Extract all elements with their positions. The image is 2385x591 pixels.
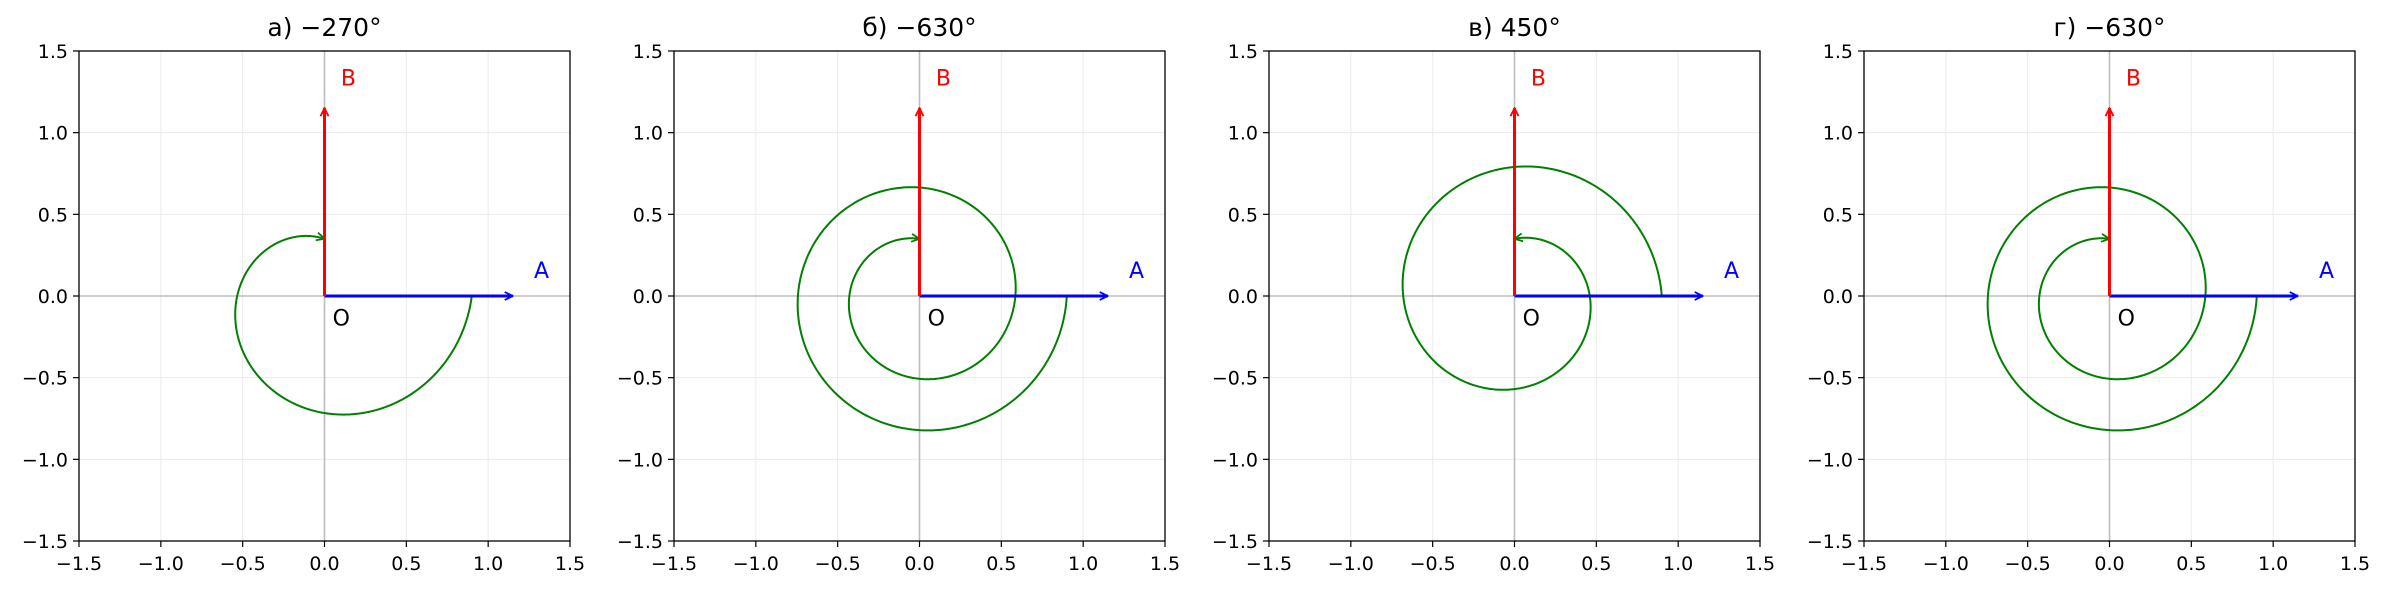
x-tick-label: −1.5 [651, 553, 697, 575]
label-a: A [1129, 259, 1144, 284]
y-tick-label: −0.5 [1807, 368, 1853, 390]
x-tick-label: 0.5 [1581, 553, 1611, 575]
panel-2: A B O −1.5−1.5 −1.0 −1.0 −0.5 −0.5 0.0 0.0 0.5 0.5 1… [617, 13, 1180, 575]
x-tick-label: 1.0 [1663, 553, 1693, 575]
y-tick-label: 1.0 [1228, 123, 1258, 145]
y-tick-label: 1.0 [38, 123, 68, 145]
rotation-arc [1401, 165, 1663, 391]
y-tick-label: 0.5 [38, 204, 68, 226]
label-o: O [1523, 306, 1540, 331]
y-tick-label: 1.5 [1823, 41, 1853, 63]
panel-3: A B O −1.5−1.5 −1.0 −1.0 −0.5 −0.5 0.0 0.0 0.5 0.5 1… [1212, 13, 1775, 575]
y-tick-label: 0.0 [1823, 286, 1853, 308]
x-tick-label: 0.0 [904, 553, 934, 575]
panel-1: A B O −1.5−1.5 −1.0 −1.0 −0.5 −0.5 0.0 0.0 0.5 0.5 1… [22, 13, 585, 575]
x-tick-label: −0.5 [1410, 553, 1456, 575]
y-tick-label: −0.5 [617, 368, 663, 390]
x-tick-label: −0.5 [2005, 553, 2051, 575]
y-tick-label: 0.5 [633, 204, 663, 226]
y-tick-label: −1.0 [617, 449, 663, 471]
label-b: B [2126, 66, 2141, 91]
x-tick-label: −1.0 [1328, 553, 1374, 575]
x-tick-label: 0.0 [309, 553, 339, 575]
y-tick-label: −1.0 [1807, 449, 1853, 471]
y-tick-label: −1.0 [1212, 449, 1258, 471]
y-tick-label: −1.5 [617, 531, 663, 553]
x-tick-label: −1.0 [733, 553, 779, 575]
x-tick-label: 0.0 [1499, 553, 1529, 575]
y-tick-label: −1.5 [22, 531, 68, 553]
x-tick-label: 1.5 [1745, 553, 1775, 575]
y-tick-label: −1.5 [1212, 531, 1258, 553]
x-tick-label: −1.5 [56, 553, 102, 575]
label-o: O [928, 306, 945, 331]
label-o: O [2118, 306, 2135, 331]
x-tick-label: −1.5 [1246, 553, 1292, 575]
y-tick-label: 1.5 [1228, 41, 1258, 63]
label-b: B [1531, 66, 1546, 91]
x-tick-label: 0.5 [391, 553, 421, 575]
label-a: A [534, 259, 549, 284]
rotation-arc [1986, 186, 2258, 432]
y-tick-label: −0.5 [1212, 368, 1258, 390]
label-b: B [936, 66, 951, 91]
y-tick-label: 1.0 [1823, 123, 1853, 145]
y-tick-label: −0.5 [22, 368, 68, 390]
x-tick-label: −1.0 [1923, 553, 1969, 575]
y-tick-label: 0.0 [1228, 286, 1258, 308]
y-tick-label: 0.5 [1228, 204, 1258, 226]
x-tick-label: −1.5 [1841, 553, 1887, 575]
label-b: B [341, 66, 356, 91]
y-tick-label: 1.5 [38, 41, 68, 63]
y-tick-label: 0.0 [38, 286, 68, 308]
x-tick-label: 1.5 [2340, 553, 2370, 575]
y-tick-label: −1.0 [22, 449, 68, 471]
x-tick-label: 0.0 [2094, 553, 2124, 575]
x-tick-label: 1.5 [1150, 553, 1180, 575]
y-tick-label: 1.5 [633, 41, 663, 63]
x-tick-label: 1.5 [555, 553, 585, 575]
x-tick-label: 1.0 [2258, 553, 2288, 575]
panel-title: г) −630° [2054, 13, 2166, 42]
panel-title: а) −270° [267, 13, 381, 42]
rotation-arc [796, 186, 1068, 432]
label-o: O [333, 306, 350, 331]
x-tick-label: −0.5 [220, 553, 266, 575]
x-tick-label: −1.0 [138, 553, 184, 575]
rotation-arc [234, 236, 473, 416]
panel-title: б) −630° [862, 13, 976, 42]
label-a: A [1724, 259, 1739, 284]
x-tick-label: 1.0 [473, 553, 503, 575]
label-a: A [2319, 259, 2334, 284]
panel-title: в) 450° [1468, 13, 1561, 42]
panel-4: A B O −1.5−1.5 −1.0 −1.0 −0.5 −0.5 0.0 0.0 0.5 0.5 1… [1807, 13, 2370, 575]
x-tick-label: 0.5 [986, 553, 1016, 575]
y-tick-label: 0.0 [633, 286, 663, 308]
y-tick-label: 1.0 [633, 123, 663, 145]
y-tick-label: 0.5 [1823, 204, 1853, 226]
x-tick-label: 0.5 [2176, 553, 2206, 575]
y-tick-label: −1.5 [1807, 531, 1853, 553]
x-tick-label: 1.0 [1068, 553, 1098, 575]
x-tick-label: −0.5 [815, 553, 861, 575]
